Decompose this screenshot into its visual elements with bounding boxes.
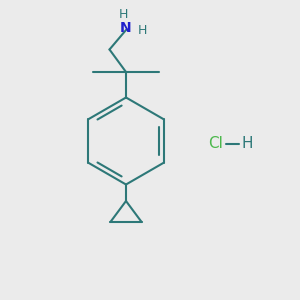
Text: N: N <box>120 22 132 35</box>
Text: H: H <box>242 136 253 152</box>
Text: H: H <box>119 8 128 21</box>
Text: H: H <box>138 24 147 37</box>
Text: Cl: Cl <box>208 136 224 152</box>
